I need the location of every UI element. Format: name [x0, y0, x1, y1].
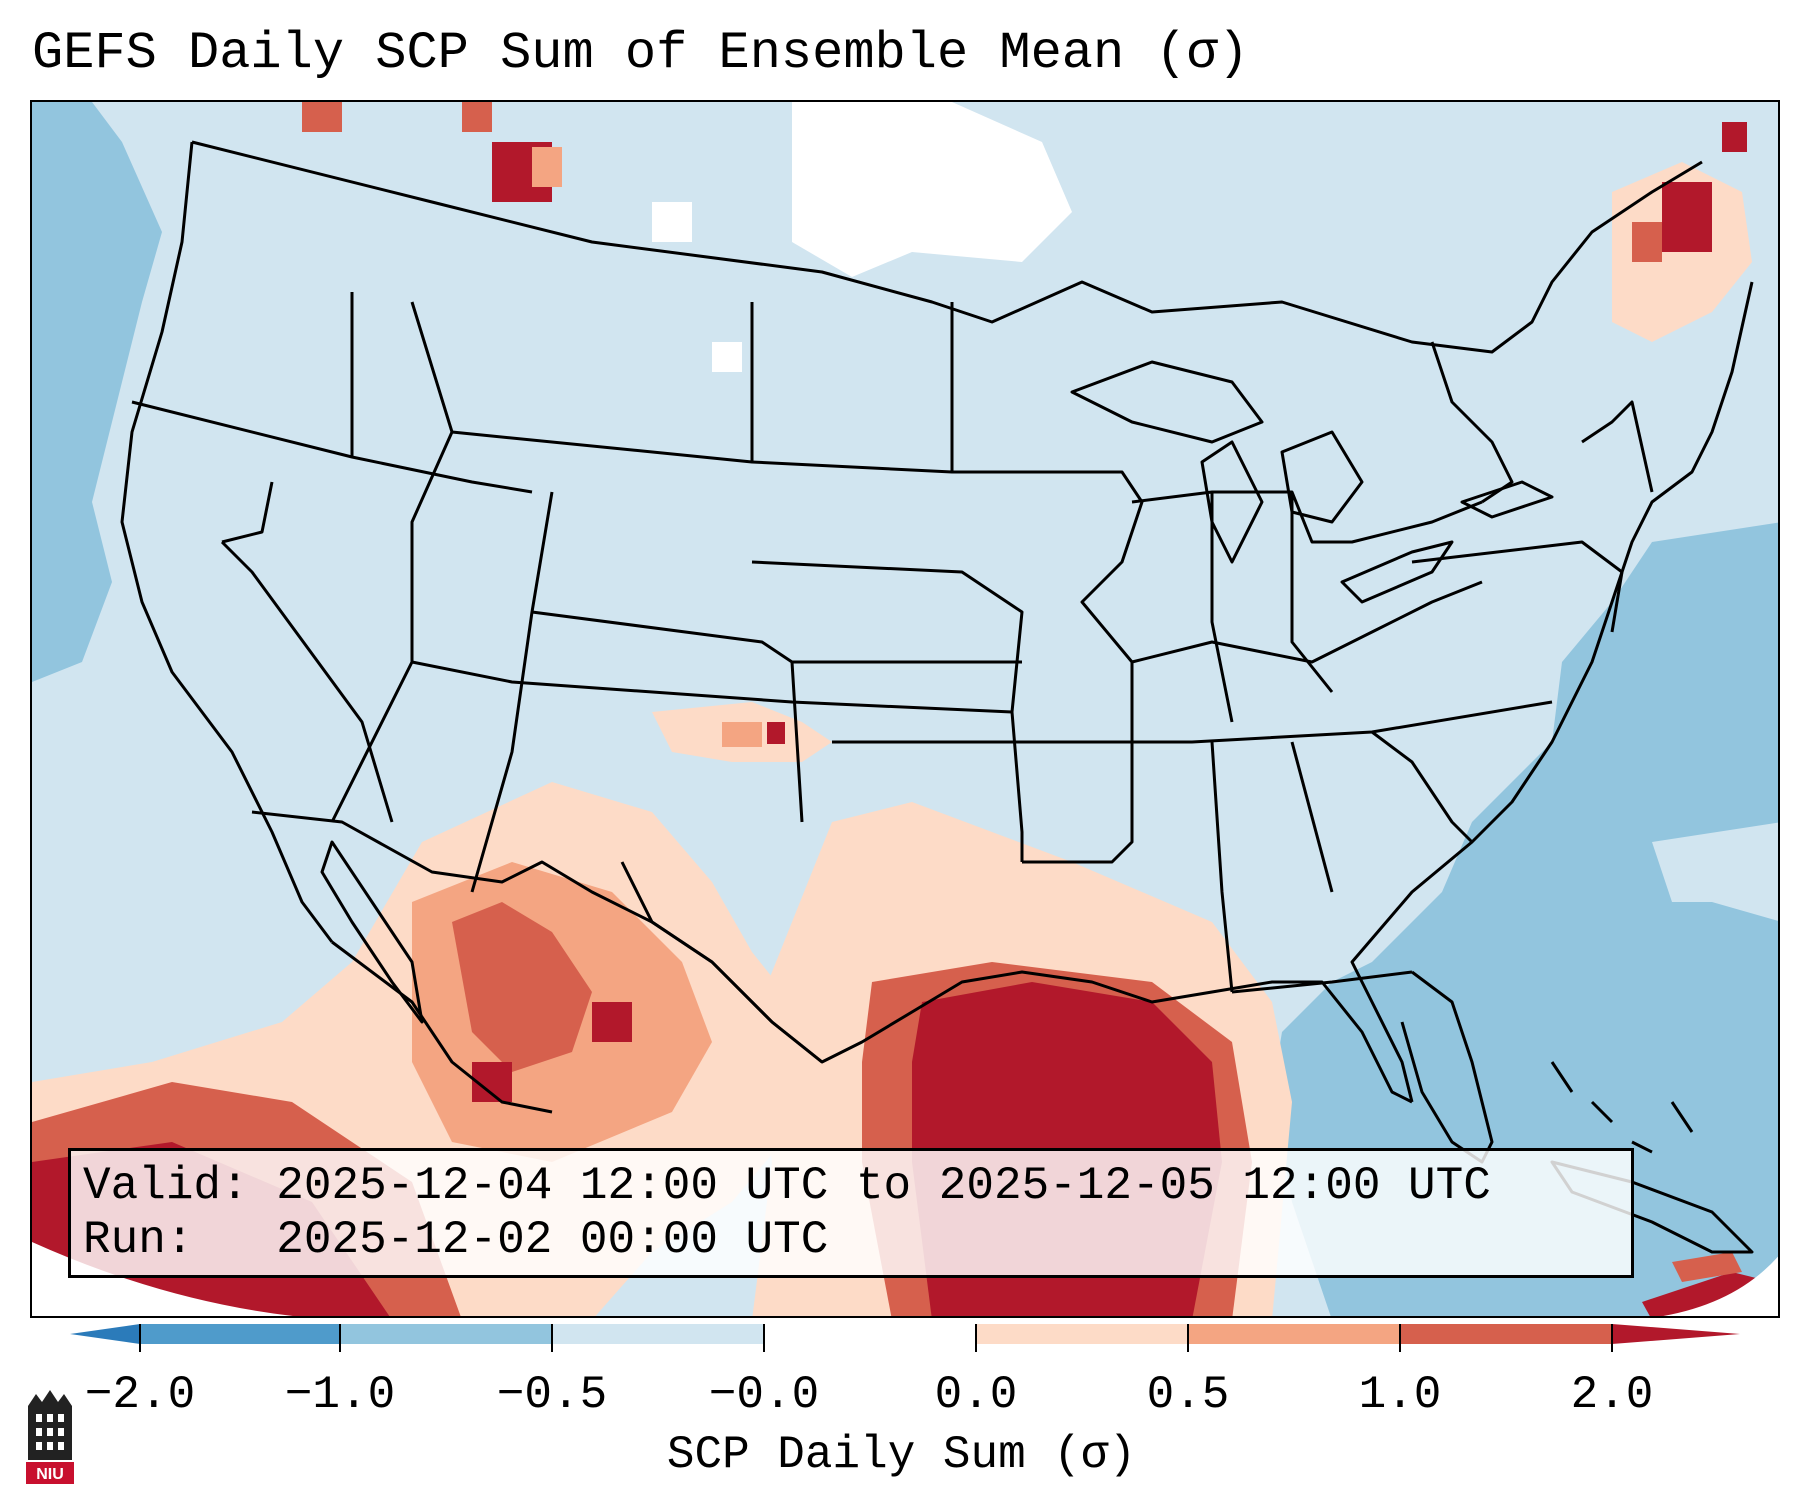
colorbar-extend-min [70, 1324, 140, 1344]
mexico-border [251, 810, 823, 1064]
colorbar-tick-label: 0.5 [1146, 1369, 1230, 1421]
colorbar-segment-zero [764, 1324, 976, 1344]
map-canvas [32, 102, 1778, 1316]
lake-erie [1340, 540, 1454, 604]
colorbar-segment-0-05 [976, 1324, 1188, 1344]
colorbar-tick-label: 2.0 [1570, 1369, 1654, 1421]
lake-superior [1070, 360, 1264, 444]
colorbar-segment-neg2-neg1 [140, 1324, 340, 1344]
colorbar-tick-label: 0.0 [934, 1369, 1018, 1421]
colorbar-segment-1-2 [1400, 1324, 1612, 1344]
baja-outline [320, 840, 424, 1024]
colorbar [70, 1318, 1740, 1358]
canada-border [191, 140, 1703, 354]
colorbar-tick-label: −2.0 [84, 1369, 196, 1421]
colorbar-svg [70, 1324, 1740, 1352]
colorbar-label: SCP Daily Sum (σ) [666, 1429, 1137, 1481]
colorbar-tick-label: −0.0 [708, 1369, 820, 1421]
east-coast [1350, 281, 1754, 1103]
valid-run-infobox: Valid: 2025-12-04 12:00 UTC to 2025-12-0… [68, 1148, 1634, 1278]
near-zero-region [792, 102, 1072, 277]
run-label: Run: [83, 1214, 194, 1266]
lake-huron [1280, 430, 1364, 524]
run-value: 2025-12-02 00:00 UTC [276, 1214, 829, 1266]
pacific-blue-region [32, 102, 162, 682]
west-coast [120, 141, 334, 943]
colorbar-tick-label: −1.0 [284, 1369, 396, 1421]
colorbar-ticks [139, 1324, 1613, 1352]
map-panel [30, 100, 1780, 1318]
lake-ontario [1460, 480, 1554, 519]
valid-value: 2025-12-04 12:00 UTC to 2025-12-05 12:00… [276, 1160, 1491, 1212]
colorbar-segment-neg05-neg0 [552, 1324, 764, 1344]
boundary-lines [120, 140, 1754, 1254]
valid-label: Valid: [83, 1160, 249, 1212]
niu-logo-text: NIU [36, 1466, 64, 1483]
colorbar-segment-neg1-neg05 [340, 1324, 552, 1344]
colorbar-tick-label: 1.0 [1358, 1369, 1442, 1421]
atlantic-blue-region [1272, 522, 1778, 1316]
niu-logo: NIU [22, 1388, 78, 1488]
colorbar-tick-label: −0.5 [496, 1369, 608, 1421]
colorbar-segment-05-1 [1188, 1324, 1400, 1344]
colorbar-extend-max [1612, 1324, 1740, 1344]
niu-logo-icon: NIU [26, 1390, 74, 1484]
chart-title: GEFS Daily SCP Sum of Ensemble Mean (σ) [32, 24, 1249, 83]
lake-michigan [1200, 440, 1264, 564]
